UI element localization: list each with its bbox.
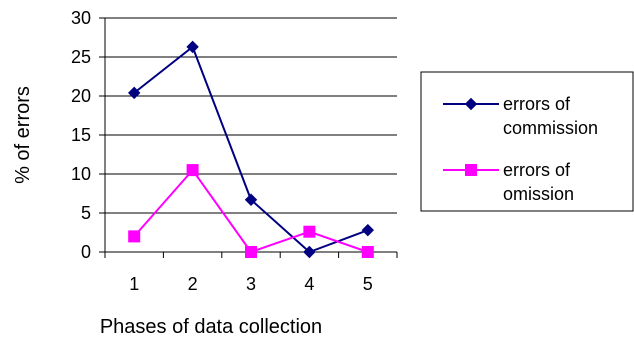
x-tick-label: 2 (188, 274, 198, 294)
gridlines (105, 17, 397, 214)
x-tick-label: 5 (363, 274, 373, 294)
legend-item: errors of omission (443, 160, 574, 204)
x-tick-label: 1 (129, 274, 139, 294)
series-line (133, 45, 369, 254)
legend-item: errors of commission (443, 94, 598, 138)
y-tick-label: 30 (71, 8, 91, 28)
data-point (303, 245, 316, 259)
data-point (361, 246, 374, 258)
data-point (127, 86, 141, 100)
data-point (361, 223, 375, 237)
legend-marker (464, 97, 478, 111)
legend-label: errors of (503, 160, 571, 180)
data-point (186, 164, 199, 177)
legend-box (420, 71, 634, 212)
y-tick-label: 25 (71, 47, 91, 67)
x-axis-title: Phases of data collection (100, 316, 322, 338)
x-tick-label: 4 (304, 274, 314, 294)
y-tick-label: 10 (71, 164, 91, 184)
series-line (133, 168, 369, 254)
data-point (186, 40, 199, 54)
y-tick-label: 5 (81, 203, 91, 223)
data-point (245, 246, 257, 258)
x-tick-label: 3 (246, 274, 256, 294)
data-point (244, 193, 258, 206)
data-point (303, 225, 316, 238)
legend-label: errors of (503, 94, 571, 114)
y-tick-label: 20 (71, 86, 91, 106)
legend-label: commission (503, 118, 598, 138)
legend-marker (465, 164, 477, 176)
legend-label: omission (503, 184, 574, 204)
y-tick-label: 15 (71, 125, 91, 145)
series-0 (127, 40, 375, 259)
data-point (128, 230, 141, 243)
y-tick-label: 0 (81, 242, 91, 262)
series-1 (128, 164, 374, 258)
y-axis-title: % of errors (12, 86, 34, 184)
